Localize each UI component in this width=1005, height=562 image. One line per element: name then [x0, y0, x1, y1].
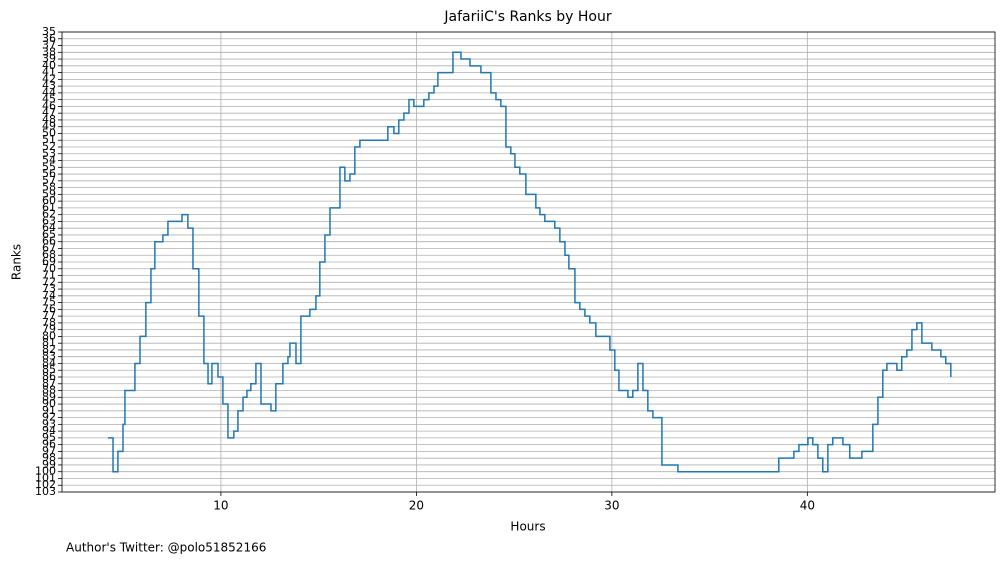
y-tick-label: 61	[42, 201, 56, 214]
y-tick-label: 94	[42, 424, 56, 437]
y-tick-label: 87	[42, 377, 56, 390]
y-tick-label: 40	[42, 59, 56, 72]
y-tick-label: 88	[42, 384, 56, 397]
y-tick-label: 75	[42, 296, 56, 309]
y-tick-label: 73	[42, 282, 56, 295]
y-tick-label: 50	[42, 126, 56, 139]
y-tick-label: 49	[42, 120, 56, 133]
y-tick-label: 37	[42, 39, 56, 52]
x-tick-label: 10	[213, 499, 228, 513]
y-tick-label: 48	[42, 113, 56, 126]
y-tick-label: 68	[42, 248, 56, 261]
y-tick-label: 93	[42, 417, 56, 430]
y-tick-label: 101	[35, 471, 56, 484]
x-tick-label: 30	[604, 499, 619, 513]
y-tick-label: 64	[42, 221, 56, 234]
y-tick-label: 39	[42, 52, 56, 65]
y-tick-label: 71	[42, 269, 56, 282]
y-tick-label: 103	[35, 485, 56, 498]
y-tick-label: 38	[42, 45, 56, 58]
y-tick-label: 59	[42, 187, 56, 200]
x-tick-label: 40	[800, 499, 815, 513]
y-tick-label: 102	[35, 478, 56, 491]
y-tick-label: 80	[42, 329, 56, 342]
plot-frame	[61, 31, 996, 493]
y-tick-label: 82	[42, 343, 56, 356]
x-tick-label: 20	[409, 499, 424, 513]
y-tick-label: 44	[42, 86, 56, 99]
chart-title: JafariiC's Ranks by Hour	[443, 9, 611, 25]
y-tick-label: 35	[42, 25, 56, 38]
y-tick-label: 86	[42, 370, 56, 383]
y-tick-label: 45	[42, 93, 56, 106]
y-tick-label: 60	[42, 194, 56, 207]
y-tick-label: 91	[42, 404, 56, 417]
footnote: Author's Twitter: @polo51852166	[66, 541, 266, 555]
y-tick-label: 70	[42, 262, 56, 275]
y-tick-label: 63	[42, 214, 56, 227]
y-tick-label: 36	[42, 32, 56, 45]
y-tick-label: 90	[42, 397, 56, 410]
y-tick-label: 46	[42, 99, 56, 112]
y-tick-label: 77	[42, 309, 56, 322]
y-tick-label: 89	[42, 390, 56, 403]
y-tick-label: 55	[42, 160, 56, 173]
y-tick-label: 81	[42, 336, 56, 349]
y-tick-label: 57	[42, 174, 56, 187]
y-tick-label: 41	[42, 66, 56, 79]
y-tick-label: 56	[42, 167, 56, 180]
y-axis-label: Ranks	[10, 244, 24, 280]
y-tick-label: 51	[42, 133, 56, 146]
y-tick-label: 47	[42, 106, 56, 119]
rank-line	[107, 51, 952, 473]
y-tick-label: 54	[42, 154, 56, 167]
y-tick-label: 65	[42, 228, 56, 241]
y-tick-label: 58	[42, 181, 56, 194]
y-tick-label: 53	[42, 147, 56, 160]
y-tick-label: 72	[42, 275, 56, 288]
y-tick-label: 98	[42, 451, 56, 464]
y-tick-label: 97	[42, 444, 56, 457]
y-tick-label: 85	[42, 363, 56, 376]
y-tick-label: 52	[42, 140, 56, 153]
y-tick-label: 79	[42, 323, 56, 336]
y-tick-label: 83	[42, 350, 56, 363]
y-tick-label: 67	[42, 241, 56, 254]
x-axis-label: Hours	[510, 520, 545, 534]
y-tick-label: 76	[42, 302, 56, 315]
y-tick-label: 99	[42, 458, 56, 471]
y-tick-label: 78	[42, 316, 56, 329]
y-tick-label: 43	[42, 79, 56, 92]
y-tick-label: 96	[42, 438, 56, 451]
y-tick-label: 92	[42, 411, 56, 424]
y-tick-label: 42	[42, 72, 56, 85]
y-tick-label: 84	[42, 356, 56, 369]
y-tick-label: 74	[42, 289, 56, 302]
y-tick-label: 69	[42, 255, 56, 268]
y-tick-label: 62	[42, 208, 56, 221]
y-tick-label: 66	[42, 235, 56, 248]
y-tick-label: 95	[42, 431, 56, 444]
y-tick-label: 100	[35, 465, 56, 478]
